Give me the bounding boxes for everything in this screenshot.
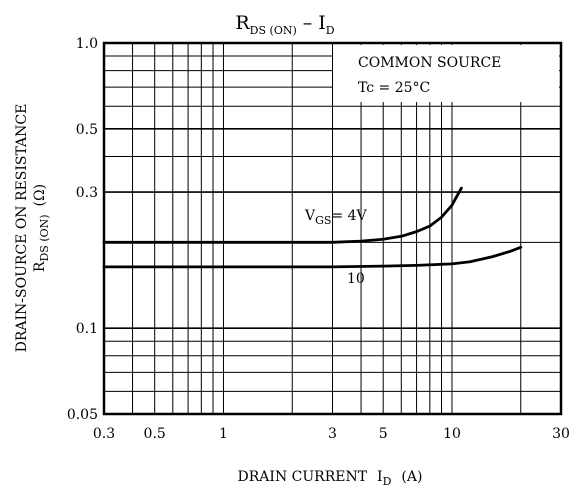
- series-line-0: [102, 186, 463, 244]
- x-tick-label: 3: [328, 426, 337, 442]
- x-tick-label: 0.5: [144, 426, 166, 442]
- series-label-vgs10: 10: [347, 271, 365, 287]
- series-line-1: [102, 245, 523, 269]
- annotation-backdrop: [333, 45, 559, 102]
- x-tick-label: 5: [379, 426, 388, 442]
- x-axis-label: DRAIN CURRENT ID (A): [238, 469, 423, 488]
- y-tick-label: 0.5: [76, 122, 98, 138]
- annotation-common-source: COMMON SOURCE: [358, 55, 501, 71]
- y-axis-label: DRAIN-SOURCE ON RESISTANCE RDS (ON)(Ω): [14, 104, 51, 353]
- y-axis-label-line1: DRAIN-SOURCE ON RESISTANCE: [14, 104, 30, 353]
- x-tick-label: 10: [443, 426, 461, 442]
- x-tick-label: 0.3: [93, 426, 115, 442]
- x-tick-label: 30: [552, 426, 570, 442]
- plot-frame: [102, 41, 563, 416]
- y-tick-label: 0.05: [67, 407, 98, 423]
- y-tick-label: 0.3: [76, 185, 98, 201]
- y-tick-labels: 0.05 0.1 0.3 0.5 1.0: [67, 36, 98, 423]
- series-label-vgs4: VGS= 4V: [304, 208, 368, 227]
- y-tick-label: 0.1: [76, 321, 98, 337]
- series-layer: [102, 186, 523, 269]
- y-axis-label-line2: RDS (ON)(Ω): [32, 184, 51, 272]
- x-tick-label: 1: [219, 426, 228, 442]
- grid-lines: [104, 43, 561, 414]
- chart-title: RDS (ON) – ID: [235, 12, 334, 37]
- y-tick-label: 1.0: [76, 36, 98, 52]
- x-tick-labels: 0.3 0.5 1 3 5 10 30: [93, 426, 570, 442]
- annotation-temperature: Tc = 25°C: [358, 80, 430, 96]
